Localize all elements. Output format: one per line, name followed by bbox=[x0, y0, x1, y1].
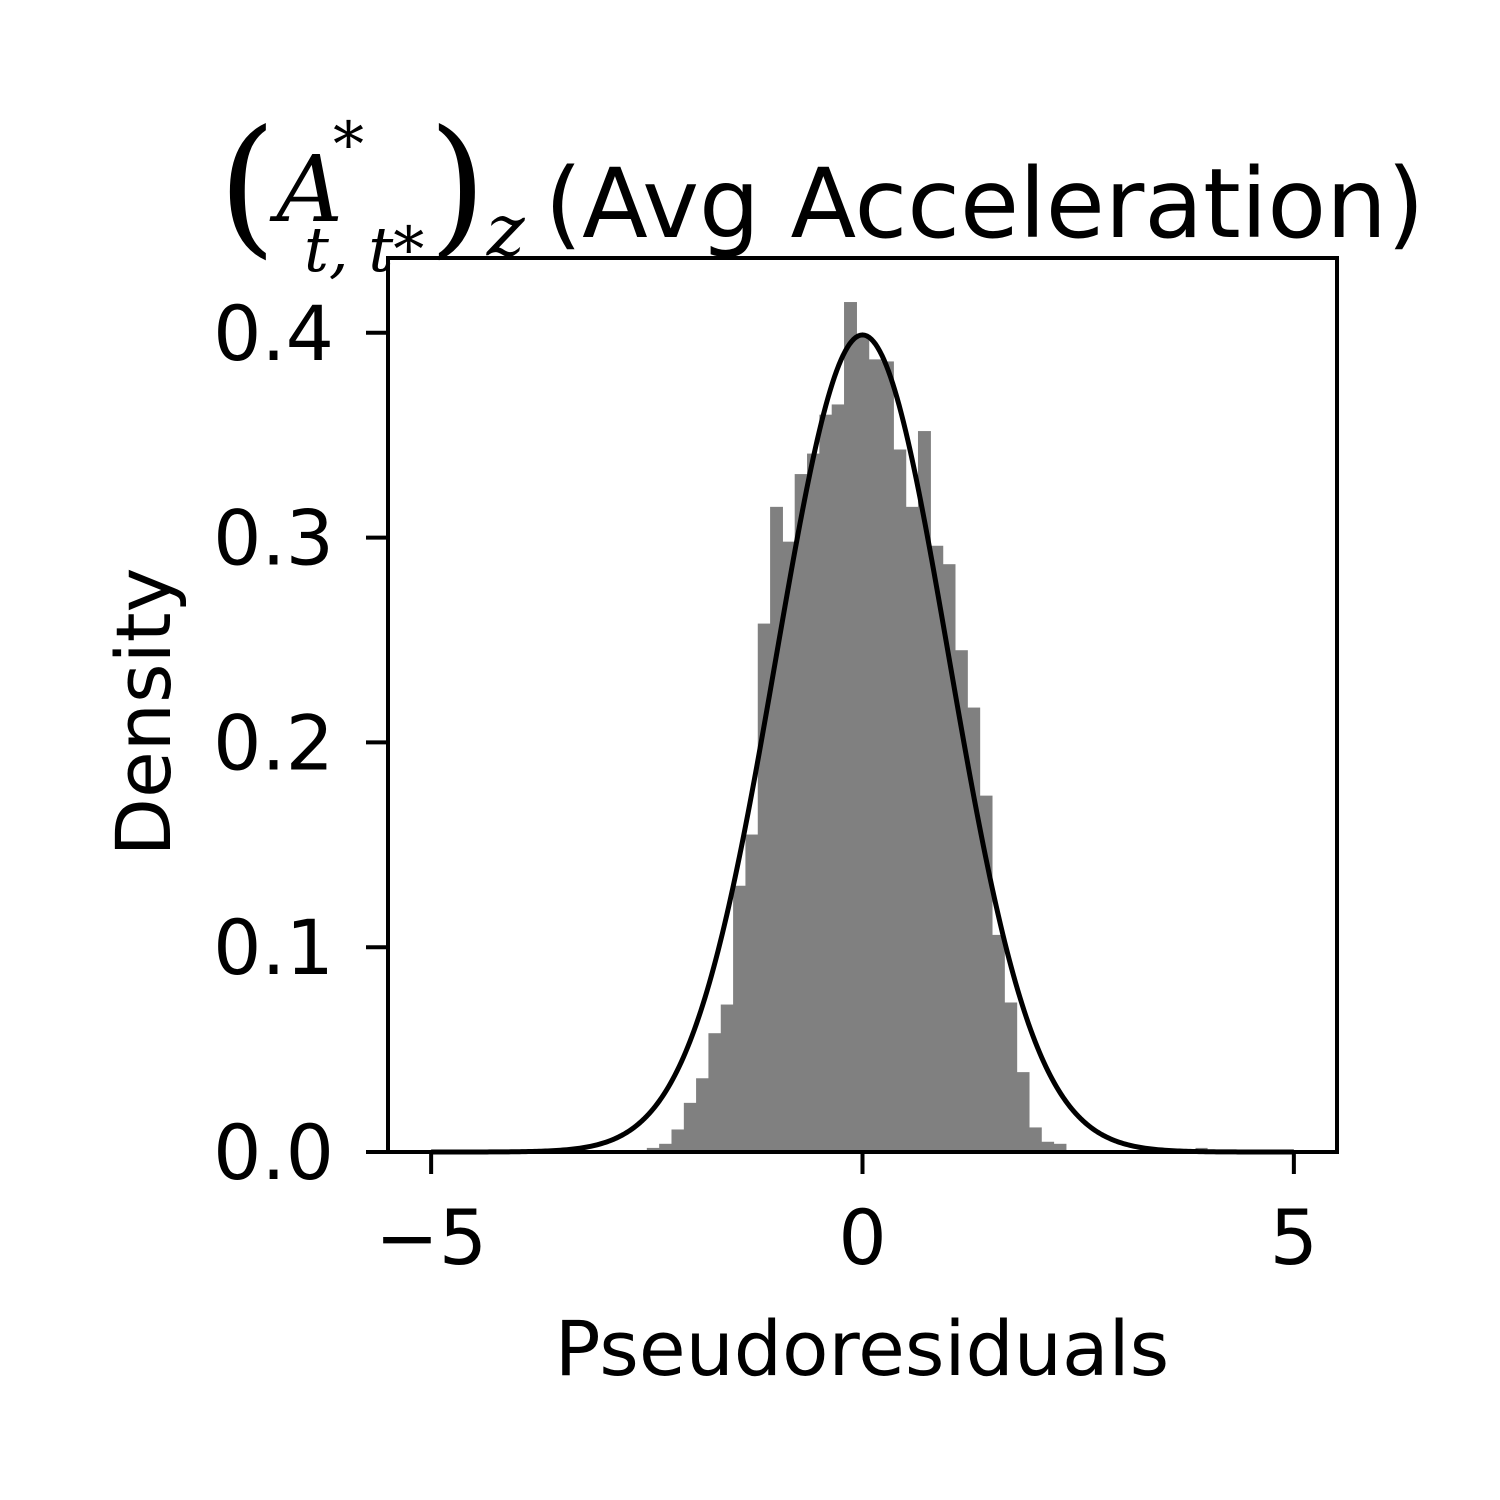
y-axis-label: Density bbox=[99, 568, 188, 857]
x-axis-label: Pseudoresiduals bbox=[555, 1304, 1170, 1393]
chart-title: (A* t, t*)z (Avg Acceleration) bbox=[218, 99, 1424, 286]
title-math-base: A bbox=[269, 136, 343, 243]
x-tick-label: 0 bbox=[838, 1193, 886, 1282]
histogram-bar bbox=[696, 1078, 710, 1152]
histogram-bar bbox=[1004, 1002, 1018, 1152]
histogram-bar bbox=[745, 834, 759, 1152]
histogram-bar bbox=[1028, 1127, 1042, 1152]
svg-text:(A*t, t*)z(Avg Acceleration): (A* t, t*)z (Avg Acceleration) bbox=[218, 99, 1424, 286]
histogram-bar bbox=[794, 474, 808, 1153]
histogram-bar bbox=[646, 1147, 660, 1152]
histogram-bar bbox=[659, 1143, 673, 1152]
x-axis: −5 0 5 bbox=[375, 1152, 1318, 1282]
histogram-bar bbox=[1041, 1141, 1055, 1152]
y-tick-label: 0.0 bbox=[213, 1108, 334, 1197]
title-math-subscript: t, t* bbox=[304, 213, 424, 286]
histogram-bar bbox=[844, 302, 857, 1152]
histogram-bar bbox=[942, 564, 956, 1152]
title-open-paren: ( bbox=[218, 99, 277, 273]
y-axis: 0.0 0.1 0.2 0.3 0.4 bbox=[213, 289, 388, 1197]
histogram-bar bbox=[733, 885, 747, 1152]
x-tick-label: −5 bbox=[375, 1193, 487, 1282]
histogram-bar bbox=[856, 336, 870, 1152]
histogram-bar bbox=[708, 1033, 722, 1152]
y-tick-label: 0.1 bbox=[213, 903, 334, 992]
histogram bbox=[646, 302, 1208, 1153]
y-tick-label: 0.4 bbox=[213, 289, 334, 378]
histogram-bar bbox=[905, 506, 919, 1153]
histogram-bar bbox=[917, 431, 931, 1152]
histogram-bar bbox=[893, 449, 907, 1152]
histogram-bar bbox=[770, 506, 783, 1153]
histogram-bar bbox=[954, 650, 968, 1152]
histogram-bar bbox=[807, 453, 820, 1153]
histogram-bar bbox=[930, 545, 944, 1152]
histogram-bar bbox=[1016, 1072, 1030, 1152]
histogram-bar bbox=[720, 1004, 734, 1152]
histogram-bar bbox=[782, 541, 796, 1152]
title-text: (Avg Acceleration) bbox=[545, 148, 1425, 260]
title-close-paren: ) bbox=[428, 99, 487, 273]
title-math-superscript: * bbox=[333, 108, 364, 181]
histogram-bar bbox=[880, 361, 894, 1152]
normal-density-curve bbox=[430, 332, 1295, 1155]
normal-curve-group bbox=[430, 332, 1295, 1155]
histogram-bar bbox=[991, 934, 1005, 1152]
histogram-bar bbox=[819, 414, 833, 1152]
y-tick-label: 0.2 bbox=[213, 698, 334, 787]
histogram-bar bbox=[868, 359, 882, 1152]
histogram-bar bbox=[683, 1102, 697, 1152]
histogram-bar bbox=[831, 404, 845, 1153]
histogram-bar bbox=[671, 1129, 685, 1152]
y-tick-label: 0.3 bbox=[213, 494, 334, 583]
x-tick-label: 5 bbox=[1270, 1193, 1318, 1282]
histogram-bar bbox=[1053, 1143, 1067, 1152]
